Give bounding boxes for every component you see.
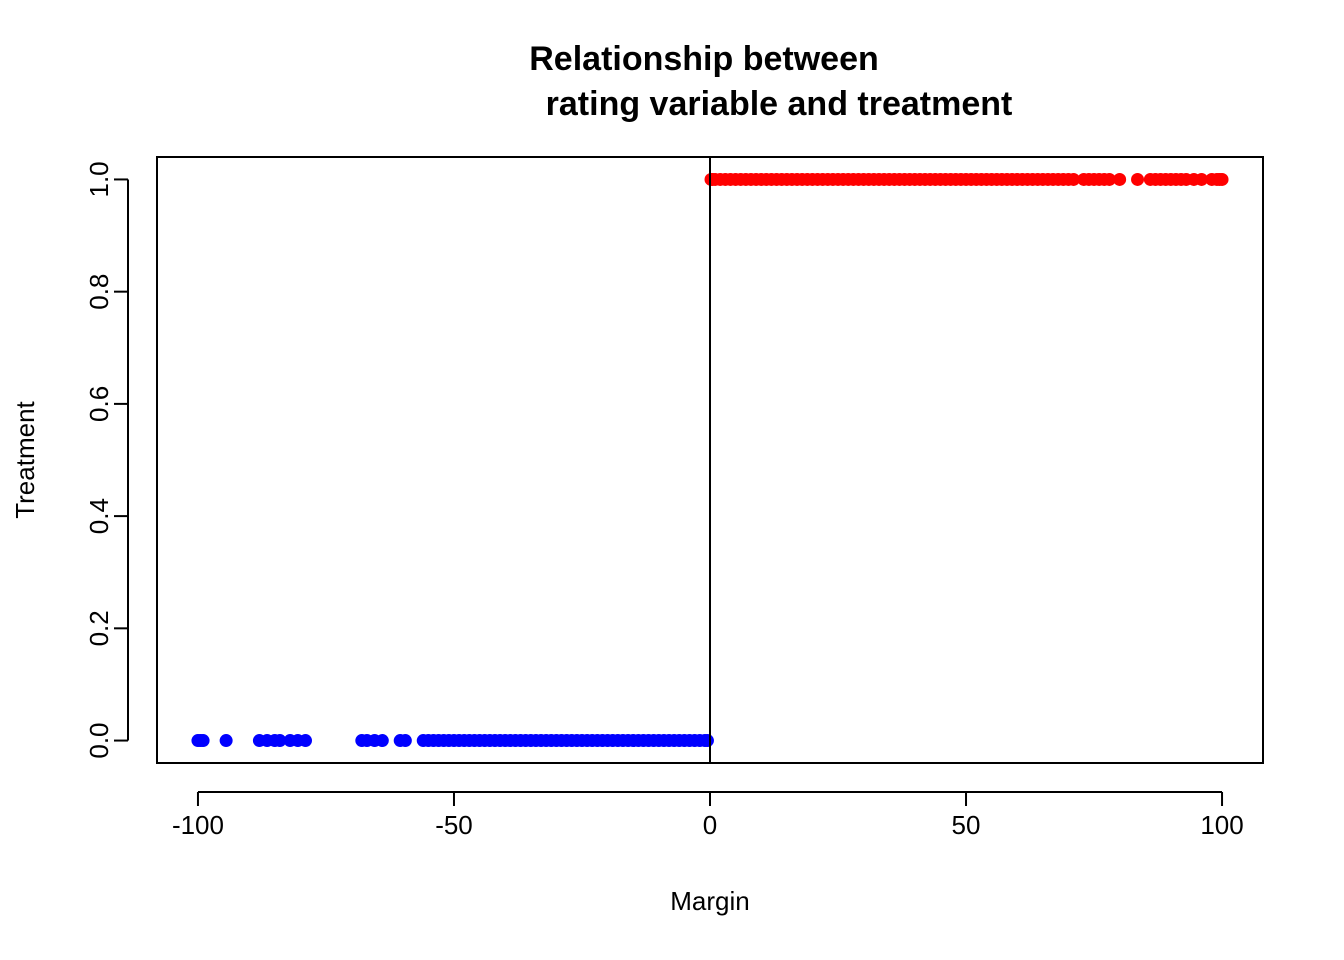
data-point	[1113, 172, 1127, 186]
y-tick-label: 1.0	[84, 161, 114, 197]
data-point	[219, 734, 233, 748]
data-point	[273, 734, 287, 748]
y-tick-label: 0.4	[84, 498, 114, 534]
x-tick-label: 50	[952, 810, 981, 840]
data-point	[375, 734, 389, 748]
y-axis: 0.0 0.2 0.4 0.6 0.8 1.0	[84, 161, 129, 759]
data-point	[398, 734, 412, 748]
data-point	[1131, 172, 1145, 186]
x-tick-label: -50	[435, 810, 473, 840]
data-point	[196, 734, 210, 748]
chart-title-line-2: rating variable and treatment	[546, 85, 1013, 123]
data-point	[1102, 172, 1116, 186]
data-point	[1215, 172, 1229, 186]
y-tick-label: 0.8	[84, 274, 114, 310]
y-tick-label: 0.0	[84, 722, 114, 758]
y-tick-label: 0.2	[84, 610, 114, 646]
data-points	[191, 172, 1229, 748]
x-axis-label: Margin	[670, 886, 749, 916]
y-tick-label: 0.6	[84, 386, 114, 422]
x-tick-label: 100	[1200, 810, 1243, 840]
data-point	[700, 734, 714, 748]
y-axis-label: Treatment	[10, 400, 40, 518]
x-tick-label: -100	[172, 810, 224, 840]
data-point	[298, 734, 312, 748]
data-point	[1195, 172, 1209, 186]
chart-title-line-1: Relationship between	[529, 40, 879, 78]
data-point	[1067, 172, 1081, 186]
x-axis: -100 -50 0 50 100	[172, 791, 1244, 840]
x-tick-label: 0	[703, 810, 717, 840]
